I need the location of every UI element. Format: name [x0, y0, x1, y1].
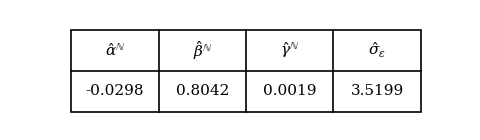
- Text: $\hat{\gamma}^{\mathbb{N}}$: $\hat{\gamma}^{\mathbb{N}}$: [280, 40, 300, 60]
- Text: 0.8042: 0.8042: [176, 84, 229, 98]
- Text: $\hat{\sigma}_{\epsilon}$: $\hat{\sigma}_{\epsilon}$: [368, 41, 386, 60]
- Text: 0.0019: 0.0019: [263, 84, 316, 98]
- Text: $\hat{\beta}^{\mathbb{N}}$: $\hat{\beta}^{\mathbb{N}}$: [192, 39, 212, 62]
- Text: $\hat{\alpha}^{\mathbb{N}}$: $\hat{\alpha}^{\mathbb{N}}$: [105, 42, 125, 59]
- Text: -0.0298: -0.0298: [85, 84, 144, 98]
- Text: 3.5199: 3.5199: [350, 84, 404, 98]
- Bar: [71, 30, 421, 112]
